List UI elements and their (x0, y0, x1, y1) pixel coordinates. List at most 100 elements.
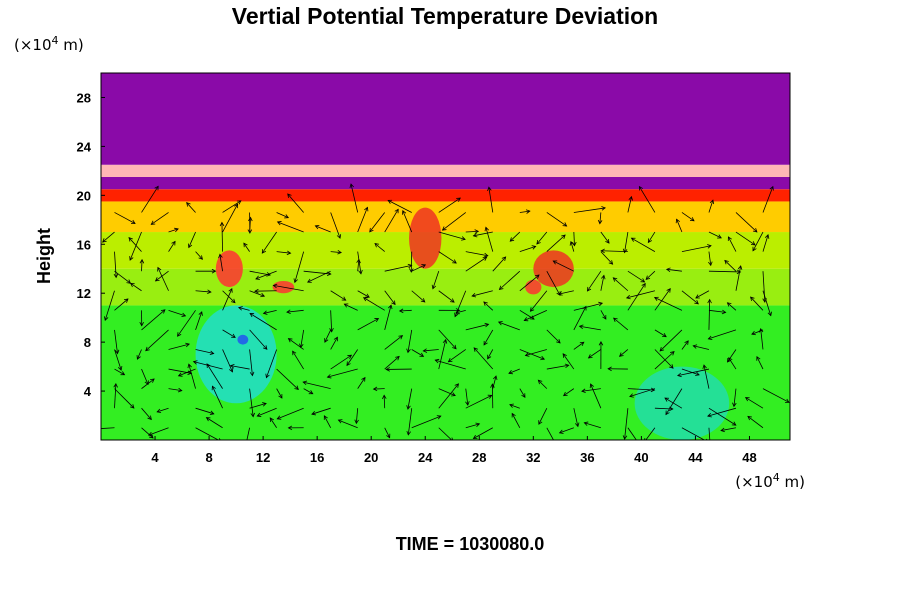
vector-arrow (151, 212, 169, 225)
vector-arrow (276, 388, 283, 399)
vector-arrow (168, 343, 190, 350)
vector-arrowhead (104, 316, 109, 321)
vector-arrowhead (558, 429, 564, 434)
vector-arrowhead (286, 309, 291, 315)
vector-arrowhead (509, 403, 514, 408)
vector-arrowhead (750, 241, 756, 246)
vector-arrow (222, 349, 233, 373)
vector-arrow (519, 274, 540, 292)
vector-arrowhead (177, 332, 182, 337)
vector-arrowhead (579, 341, 585, 347)
x-tick-label: 20 (364, 450, 378, 465)
vector-arrowhead (574, 422, 580, 428)
vector-arrowhead (441, 226, 447, 231)
vector-arrowhead (219, 221, 225, 227)
vector-arrow (519, 349, 545, 360)
vector-arrowhead (265, 373, 270, 379)
field-band (101, 73, 790, 165)
vector-arrow (708, 231, 722, 239)
vector-arrow (735, 212, 758, 233)
vector-arrow (330, 212, 341, 239)
vector-arrowhead (278, 394, 283, 399)
vector-arrowhead (752, 228, 758, 233)
vector-arrow (703, 364, 710, 389)
field-feature (634, 366, 730, 440)
vector-arrow (558, 290, 574, 295)
vector-arrow (455, 309, 466, 314)
vector-arrow (384, 290, 396, 305)
vector-arrowhead (294, 385, 299, 391)
vector-arrowhead (653, 296, 659, 301)
vector-arrowhead (487, 186, 492, 192)
vector-arrowhead (605, 239, 610, 244)
vector-arrowhead (192, 360, 198, 365)
vector-arrowhead (732, 402, 737, 408)
vector-arrow (600, 251, 613, 265)
vector-arrow (114, 368, 125, 376)
vector-arrow (442, 212, 467, 231)
vector-arrowhead (234, 203, 239, 209)
vector-arrow (255, 270, 277, 280)
vector-arrow (519, 388, 526, 398)
vector-arrowhead (272, 283, 278, 289)
vector-arrowhead (589, 383, 594, 389)
vector-arrow (266, 349, 278, 378)
vector-arrowhead (243, 242, 248, 248)
field-band (101, 176, 790, 190)
vector-arrow (519, 309, 535, 320)
vector-arrowhead (684, 340, 689, 345)
vector-arrow (300, 329, 305, 348)
vector-arrow (626, 290, 656, 299)
vector-arrow (157, 407, 169, 413)
vector-arrowhead (314, 224, 320, 230)
vector-arrowhead (250, 412, 256, 418)
vector-arrow (546, 212, 567, 227)
vector-arrow (315, 225, 331, 233)
vector-arrowhead (209, 350, 215, 356)
vector-arrow (387, 199, 412, 213)
vector-arrowhead (736, 269, 742, 275)
vector-arrowhead (343, 303, 349, 308)
vector-arrowhead (117, 366, 123, 371)
vector-arrow (760, 328, 764, 350)
vector-arrowhead (374, 242, 380, 248)
vector-arrow (249, 388, 254, 417)
vector-arrow (344, 303, 358, 311)
y-tick-label: 24 (77, 139, 92, 154)
vector-arrowhead (382, 394, 387, 400)
vector-arrow (114, 349, 122, 371)
vector-arrowhead (578, 324, 584, 330)
vector-arrow (499, 270, 521, 290)
vector-arrow (659, 329, 683, 352)
vector-arrowhead (717, 234, 722, 239)
vector-arrow (473, 347, 494, 370)
vector-arrow (708, 200, 714, 213)
vector-arrowhead (358, 269, 363, 275)
vector-arrowhead (630, 237, 636, 242)
vector-arrowhead (487, 354, 492, 360)
vector-arrowhead (629, 393, 634, 398)
field-feature (409, 207, 442, 269)
vector-arrow (747, 416, 764, 429)
vector-arrowhead (562, 391, 568, 397)
vector-arrow (677, 368, 710, 376)
vector-arrowhead (784, 398, 790, 403)
vector-arrowhead (198, 255, 203, 260)
vector-arrow (438, 427, 453, 440)
vector-arrowhead (538, 420, 543, 425)
vector-arrow (762, 186, 774, 213)
vector-arrow (639, 186, 656, 213)
vector-arrow (114, 270, 131, 284)
vector-arrow (519, 210, 530, 213)
vector-arrowhead (139, 321, 144, 327)
vector-arrowhead (398, 335, 404, 340)
vector-arrowhead (150, 378, 155, 383)
vector-arrow (141, 368, 149, 385)
vector-arrow (511, 413, 521, 428)
vector-arrow (346, 349, 359, 366)
vector-arrow (292, 350, 304, 370)
vector-arrow (509, 231, 521, 242)
vector-arrow (222, 329, 236, 338)
vector-arrowhead (349, 183, 354, 189)
vector-arrow (411, 290, 426, 303)
